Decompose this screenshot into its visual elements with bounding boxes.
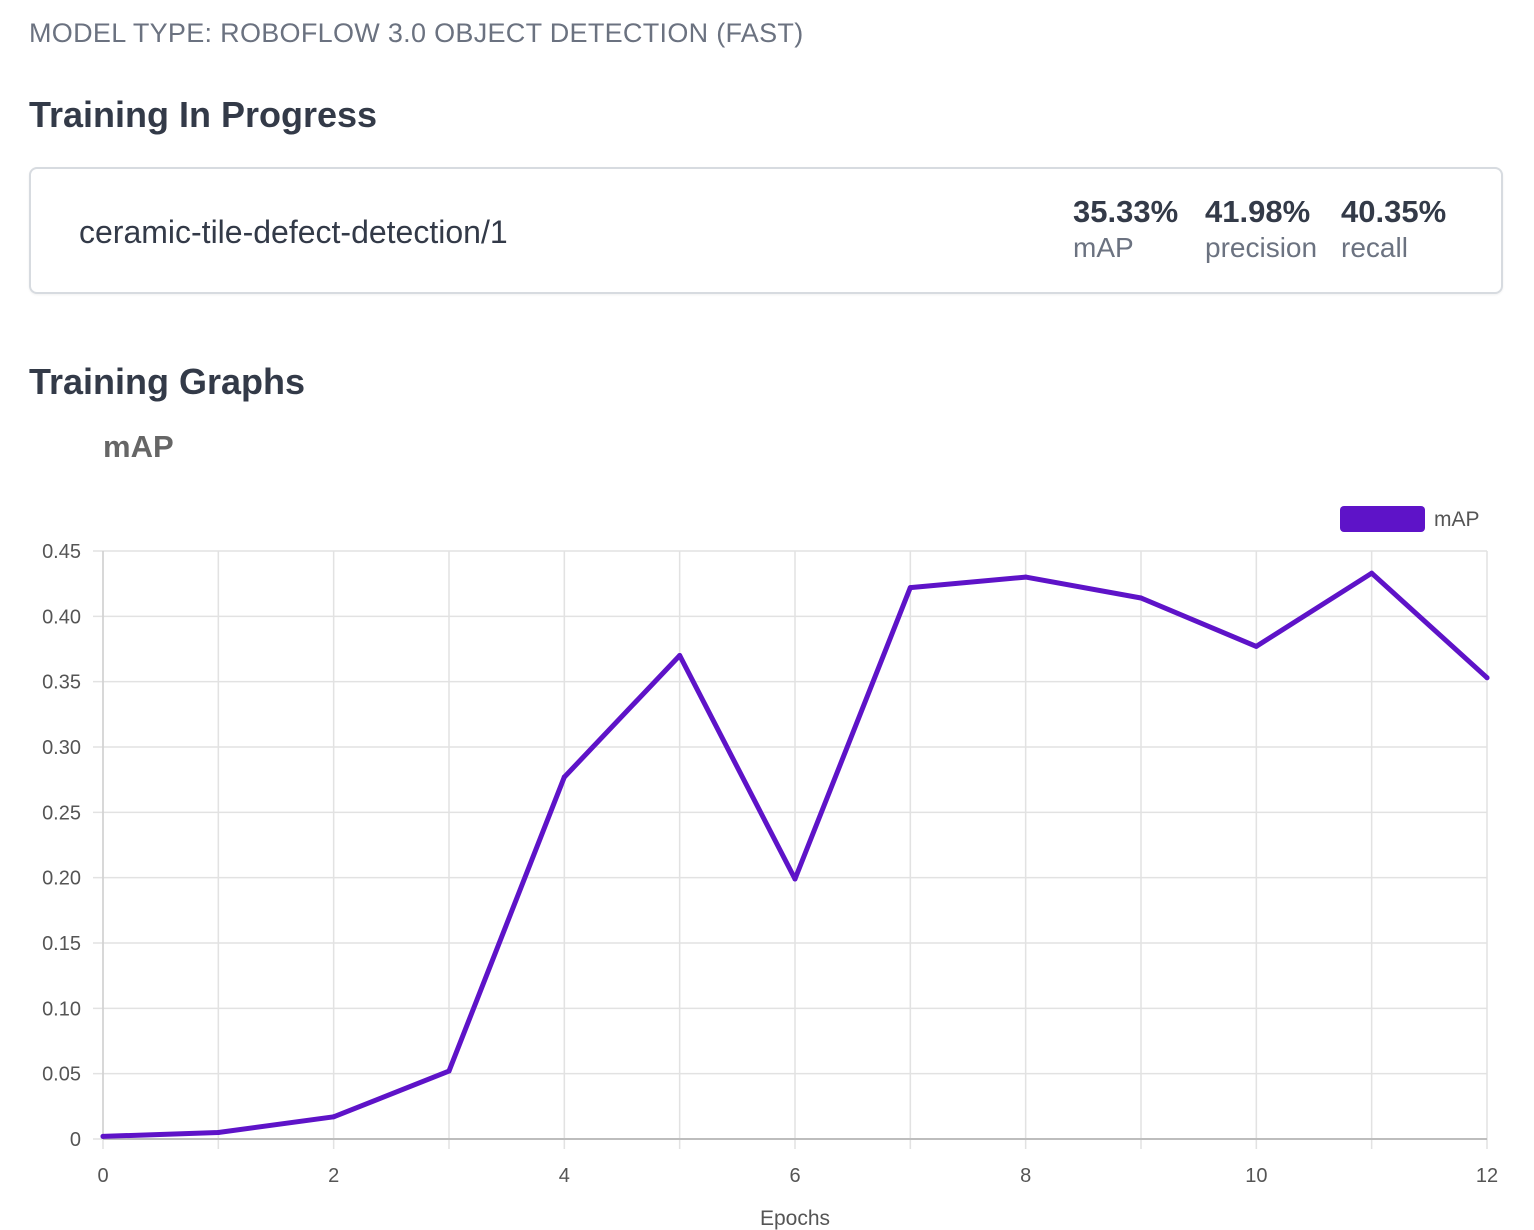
y-tick-label: 0.20 (42, 868, 81, 890)
y-tick-label: 0.05 (42, 1064, 81, 1086)
x-tick-label: 12 (1476, 1165, 1498, 1187)
map-chart-svg: mAP 0 0.05 0.10 0.15 0.20 0.25 0.30 0.35 0.40 0.4… (42, 429, 1498, 1230)
x-tick-label: 2 (328, 1165, 339, 1187)
legend-label: mAP (1434, 508, 1480, 531)
model-type-label: MODEL TYPE: ROBOFLOW 3.0 OBJECT DETECTIO… (29, 18, 804, 48)
model-version-name: ceramic-tile-defect-detection/1 (79, 214, 508, 250)
x-axis-label: Epochs (760, 1207, 830, 1230)
metric-map-label: mAP (1073, 232, 1134, 263)
metric-map-value: 35.33% (1073, 194, 1179, 229)
chart-series-layer (100, 570, 1490, 1139)
metric-precision-label: precision (1205, 232, 1318, 263)
map-data-point[interactable] (561, 774, 567, 780)
map-data-point[interactable] (792, 876, 798, 882)
map-chart: mAP 0 0.05 0.10 0.15 0.20 0.25 0.30 0.35 0.40 0.4… (0, 420, 1534, 1230)
map-data-point[interactable] (1484, 675, 1490, 681)
map-data-point[interactable] (1138, 595, 1144, 601)
x-tick-label: 0 (97, 1165, 108, 1187)
metric-recall: 40.35% recall (1341, 193, 1446, 265)
chart-ticks: 0 0.05 0.10 0.15 0.20 0.25 0.30 0.35 0.40 0.45 0 2 4… (42, 541, 1498, 1187)
x-tick-label: 8 (1020, 1165, 1031, 1187)
chart-title: mAP (103, 429, 174, 464)
map-data-point[interactable] (100, 1133, 106, 1139)
map-data-point[interactable] (1369, 570, 1375, 576)
training-graphs-heading: Training Graphs (29, 361, 306, 402)
model-version-card[interactable]: ceramic-tile-defect-detection/1 35.33% m… (29, 167, 1503, 294)
map-data-point[interactable] (1253, 643, 1259, 649)
x-tick-label: 4 (559, 1165, 570, 1187)
map-data-point[interactable] (331, 1114, 337, 1120)
training-in-progress-heading: Training In Progress (29, 94, 378, 135)
map-data-point[interactable] (215, 1129, 221, 1135)
map-data-point[interactable] (907, 585, 913, 591)
y-tick-label: 0.10 (42, 998, 81, 1020)
chart-legend[interactable]: mAP (1340, 506, 1480, 532)
y-tick-label: 0.25 (42, 802, 81, 824)
metric-precision: 41.98% precision (1205, 193, 1317, 265)
x-tick-label: 6 (789, 1165, 800, 1187)
y-tick-label: 0.35 (42, 672, 81, 694)
map-data-point[interactable] (1023, 574, 1029, 580)
map-data-point[interactable] (677, 653, 683, 659)
map-data-point[interactable] (446, 1068, 452, 1074)
y-tick-label: 0 (70, 1129, 81, 1151)
y-tick-label: 0.45 (42, 541, 81, 563)
y-tick-label: 0.40 (42, 606, 81, 628)
chart-grid (93, 550, 1488, 1149)
metric-map: 35.33% mAP (1073, 193, 1178, 265)
x-tick-label: 10 (1245, 1165, 1267, 1187)
y-tick-label: 0.15 (42, 933, 81, 955)
y-tick-label: 0.30 (42, 737, 81, 759)
metric-recall-value: 40.35% (1341, 194, 1447, 229)
metric-recall-label: recall (1341, 232, 1408, 263)
legend-swatch (1340, 506, 1425, 532)
metric-precision-value: 41.98% (1205, 194, 1311, 229)
